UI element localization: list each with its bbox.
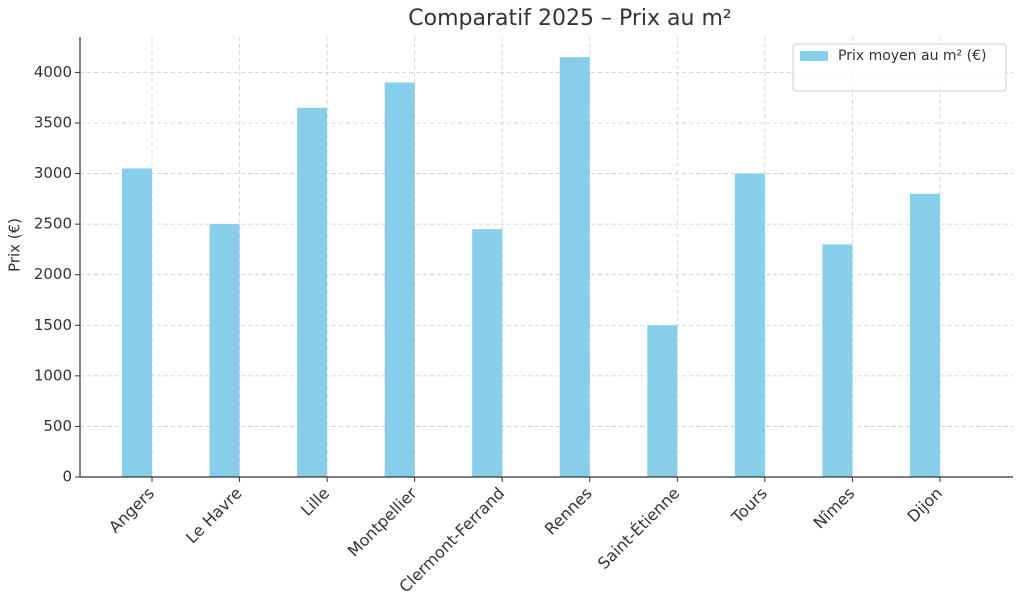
y-tick-label: 0 <box>62 468 72 486</box>
bar <box>559 57 590 477</box>
y-tick-label: 2500 <box>34 215 72 233</box>
legend: Prix moyen au m² (€) <box>792 43 1007 92</box>
bar <box>122 168 152 477</box>
legend-swatch <box>800 51 828 61</box>
x-tick-label: Dijon <box>903 484 946 527</box>
bar <box>734 173 765 477</box>
bar <box>297 107 328 477</box>
y-tick-label: 3500 <box>34 113 72 131</box>
x-tick-label: Le Havre <box>182 484 246 548</box>
y-tick-label: 500 <box>43 417 72 435</box>
bar <box>909 193 940 477</box>
y-tick-label: 1000 <box>34 366 72 384</box>
bar <box>384 82 415 477</box>
legend-box <box>792 43 1007 92</box>
bar <box>822 244 853 477</box>
y-tick-label: 4000 <box>34 63 72 81</box>
chart-title: Comparatif 2025 – Prix au m² <box>408 6 731 31</box>
y-tick-label: 3000 <box>34 164 72 182</box>
y-tick-label: 2000 <box>34 265 72 283</box>
x-tick-label: Angers <box>105 484 158 537</box>
x-tick-label: Montpellier <box>344 483 421 560</box>
x-tick-label: Tours <box>727 484 771 528</box>
x-tick-label: Saint-Étienne <box>594 484 683 573</box>
y-tick-label: 1500 <box>34 316 72 334</box>
legend-label: Prix moyen au m² (€) <box>838 48 986 64</box>
bar <box>209 224 240 477</box>
x-tick-label: Nîmes <box>809 484 858 533</box>
y-axis-label: Prix (€) <box>6 218 24 272</box>
x-tick-label: Rennes <box>541 484 596 539</box>
bar <box>647 325 678 477</box>
bar <box>472 229 503 477</box>
x-tick-label: Lille <box>297 484 333 520</box>
